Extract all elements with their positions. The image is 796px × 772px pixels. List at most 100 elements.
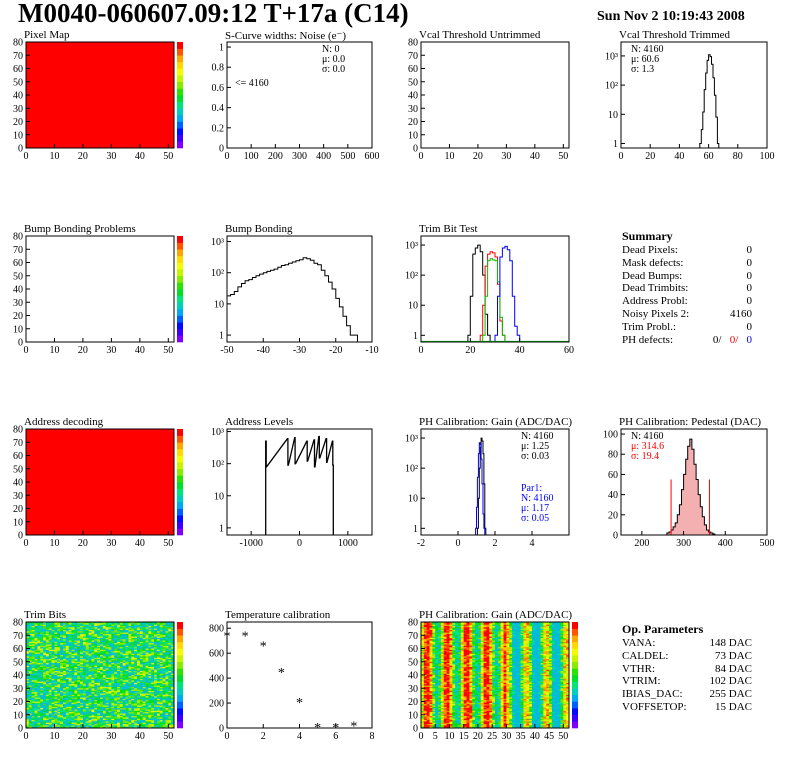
trim-bits-cells xyxy=(26,622,175,729)
vcal-untrimmed-title: Vcal Threshold Untrimmed xyxy=(419,29,541,41)
temperature-xtick: 2 xyxy=(261,731,266,742)
ph-pedestal-ytick: 0 xyxy=(613,531,618,542)
trim-bit-test-series-2 xyxy=(482,258,506,342)
trim-bits-ytick: 30 xyxy=(13,684,23,695)
trim-bits-ytick: 60 xyxy=(13,644,23,655)
summary-title: Summary xyxy=(622,229,673,243)
ph-gain-fit-stat: μ: 1.17 xyxy=(521,503,549,514)
scurve-stat: μ: 0.0 xyxy=(322,54,345,65)
ph-gain-map-ytick: 30 xyxy=(408,684,418,695)
ph-pedestal-xtick: 500 xyxy=(760,538,775,549)
summary-label: Trim Probl.: xyxy=(622,320,677,333)
op-params-box: Op. Parameters VANA: 148 DAC CALDEL: 73 DAC… xyxy=(622,622,752,714)
trim-bits-xtick: 40 xyxy=(135,731,145,742)
ph-gain-ytick: 10² xyxy=(405,464,418,475)
op-param-row: VOFFSETOP: 15 DAC xyxy=(622,701,752,714)
ph-gain-map-title: PH Calibration: Gain (ADC/DAC) xyxy=(419,609,573,621)
ph-gain-stat: σ: 0.03 xyxy=(521,451,549,462)
bump-problems-ytick: 40 xyxy=(13,285,23,296)
bump-problems-ytick: 70 xyxy=(13,245,23,256)
summary-row: Dead Bumps: 0 xyxy=(622,270,752,283)
scurve-xtick: 200 xyxy=(268,151,283,162)
ph-gain-map-ytick: 60 xyxy=(408,644,418,655)
trim-bit-test-ytick: 1 xyxy=(413,331,418,342)
op-param-label: VTRIM: xyxy=(622,675,661,688)
bump-bonding-series-0 xyxy=(226,257,362,343)
address-decoding-colorbar xyxy=(177,429,183,536)
summary-label: Address Probl: xyxy=(622,295,688,308)
pixel-map-colorbar xyxy=(177,42,183,149)
bump-problems-xtick: 40 xyxy=(135,345,145,356)
pixel-map-ytick: 0 xyxy=(18,144,23,155)
ph-gain-map-ytick: 10 xyxy=(408,710,418,721)
ph-defects-label: PH defects: xyxy=(622,333,674,346)
trim-bits-title: Trim Bits xyxy=(24,609,67,621)
vcal-trimmed-frame xyxy=(620,41,768,149)
bump-problems-title: Bump Bonding Problems xyxy=(24,223,136,235)
trim-bits-xtick: 50 xyxy=(163,731,173,742)
bump-bonding-ytick: 10² xyxy=(211,268,224,279)
scurve-xtick: 600 xyxy=(365,151,380,162)
address-decoding-xtick: 50 xyxy=(163,538,173,549)
address-levels-xtick: -1000 xyxy=(239,538,262,549)
trim-bit-test-chart: 0 20 40 60 1 10 10² 10³ xyxy=(405,235,574,356)
ph-gain-xtick: 0 xyxy=(456,538,461,549)
pixel-map-ytick: 40 xyxy=(13,91,23,102)
scurve-chart: 0 100 200 300 400 500 600 0 0.2 0.4 0.6 0.8 1 N: 0μ: … xyxy=(212,41,380,162)
bump-bonding-xtick: -50 xyxy=(220,345,233,356)
ph-gain-map-xtick: 5 xyxy=(433,731,438,742)
bump-bonding-chart: -50 -40 -30 -20 -10 1 10 10² 10³ xyxy=(211,235,379,356)
trim-bit-test-series-0 xyxy=(467,244,491,342)
scurve-stat: σ: 0.0 xyxy=(322,64,345,75)
trim-bit-test-xtick: 60 xyxy=(564,345,574,356)
ph-pedestal-ytick: 80 xyxy=(608,450,618,461)
ph-gain-map-xtick: 25 xyxy=(487,731,497,742)
summary-value: 0 xyxy=(746,320,753,333)
ph-gain-fit-stat: N: 4160 xyxy=(521,493,554,504)
trim-bits-xtick: 0 xyxy=(24,731,29,742)
bump-problems-xtick: 10 xyxy=(49,345,59,356)
bump-problems-ytick: 0 xyxy=(18,338,23,349)
bump-problems-ytick: 30 xyxy=(13,298,23,309)
scurve-xtick: 0 xyxy=(225,151,230,162)
temperature-ytick: 0 xyxy=(219,724,224,735)
vcal-trimmed-xtick: 60 xyxy=(704,151,714,162)
ph-pedestal-ytick: 20 xyxy=(608,510,618,521)
ph-gain-map-xtick: 15 xyxy=(459,731,469,742)
address-decoding-ytick: 10 xyxy=(13,517,23,528)
address-decoding-ytick: 60 xyxy=(13,451,23,462)
pixel-map-ytick: 50 xyxy=(13,77,23,88)
ph-gain-map-xtick: 20 xyxy=(473,731,483,742)
bump-problems-xtick: 0 xyxy=(24,345,29,356)
temperature-xtick: 0 xyxy=(225,731,230,742)
temperature-xtick: 8 xyxy=(370,731,375,742)
temperature-ytick: 600 xyxy=(209,649,224,660)
ph-gain-ytick: 10³ xyxy=(405,434,418,445)
summary-row: Noisy Pixels 2: 4160 xyxy=(622,308,752,321)
scurve-frame xyxy=(226,41,373,149)
bump-bonding-xtick: -20 xyxy=(329,345,342,356)
vcal-trimmed-xtick: 20 xyxy=(645,151,655,162)
address-levels-title: Address Levels xyxy=(225,416,294,428)
trim-bit-test-series-1 xyxy=(479,251,506,342)
temperature-ytick: 800 xyxy=(209,624,224,635)
ph-gain-map-xtick: 40 xyxy=(530,731,540,742)
vcal-untrimmed-xtick: 20 xyxy=(473,151,483,162)
vcal-trimmed-ytick: 1 xyxy=(613,139,618,150)
bump-bonding-ytick: 1 xyxy=(219,331,224,342)
ph-defect-red: 0/ xyxy=(729,333,739,346)
scurve-xtick: 400 xyxy=(316,151,331,162)
ph-pedestal-xtick: 200 xyxy=(634,538,649,549)
trim-bit-test-ytick: 10³ xyxy=(405,241,418,252)
vcal-untrimmed-ytick: 30 xyxy=(408,104,418,115)
op-param-label: VOFFSETOP: xyxy=(622,700,687,713)
ph-gain-xtick: -2 xyxy=(417,538,425,549)
address-decoding-ytick: 40 xyxy=(13,478,23,489)
op-param-value: 102 DAC xyxy=(709,675,752,688)
